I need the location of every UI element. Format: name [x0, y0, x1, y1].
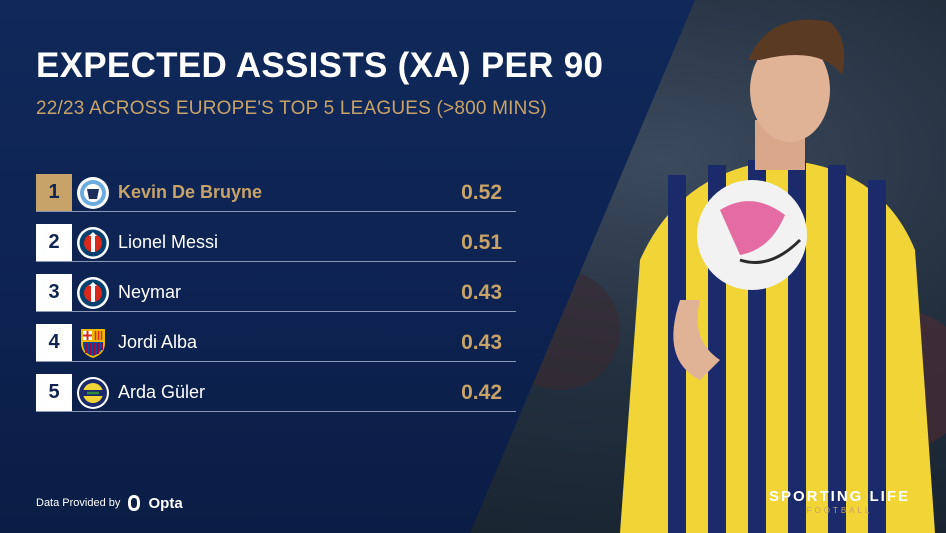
rank-badge: 4 [36, 324, 72, 361]
table-row: 1 Kevin De Bruyne 0.52 [36, 174, 516, 212]
table-row: 5 Arda Güler 0.42 [36, 374, 516, 412]
table-row: 4 Jordi Alba 0.43 [36, 324, 516, 362]
rank-badge: 5 [36, 374, 72, 411]
rank-badge: 3 [36, 274, 72, 311]
chart-subtitle: 22/23 ACROSS EUROPE'S TOP 5 LEAGUES (>80… [36, 98, 547, 119]
brand-subname: FOOTBALL [806, 506, 873, 515]
brand-logo: SPORTING LIFE FOOTBALL [769, 488, 910, 515]
rank-badge: 1 [36, 174, 72, 211]
opta-logo-icon [128, 495, 141, 511]
xa-value: 0.52 [461, 181, 502, 204]
data-credit: Data Provided by Opta [36, 494, 183, 512]
rank-badge: 2 [36, 224, 72, 261]
barcelona-crest-icon [76, 326, 110, 360]
chart-title: EXPECTED ASSISTS (XA) PER 90 [36, 46, 604, 85]
xa-value: 0.43 [461, 281, 502, 304]
player-name: Jordi Alba [118, 332, 198, 352]
player-name: Lionel Messi [118, 232, 219, 252]
xa-value: 0.43 [461, 331, 502, 354]
xa-value: 0.42 [461, 381, 502, 404]
table-row: 2 Lionel Messi 0.51 [36, 224, 516, 262]
psg-crest-icon [76, 276, 110, 310]
ranking-table: 1 Kevin De Bruyne 0.52 2 Lionel Messi 0.51 3 Ne… [36, 174, 516, 424]
data-provider: Opta [148, 494, 183, 512]
table-row: 3 Neymar 0.43 [36, 274, 516, 312]
player-name: Arda Güler [118, 382, 206, 402]
data-credit-label: Data Provided by [36, 496, 121, 509]
brand-name: SPORTING LIFE [768, 488, 910, 505]
xa-value: 0.51 [461, 231, 502, 254]
player-name: Kevin De Bruyne [118, 182, 263, 202]
player-name: Neymar [118, 282, 182, 302]
manchester-city-crest-icon [76, 176, 110, 210]
psg-crest-icon [76, 226, 110, 260]
fenerbahce-crest-icon [76, 376, 110, 410]
